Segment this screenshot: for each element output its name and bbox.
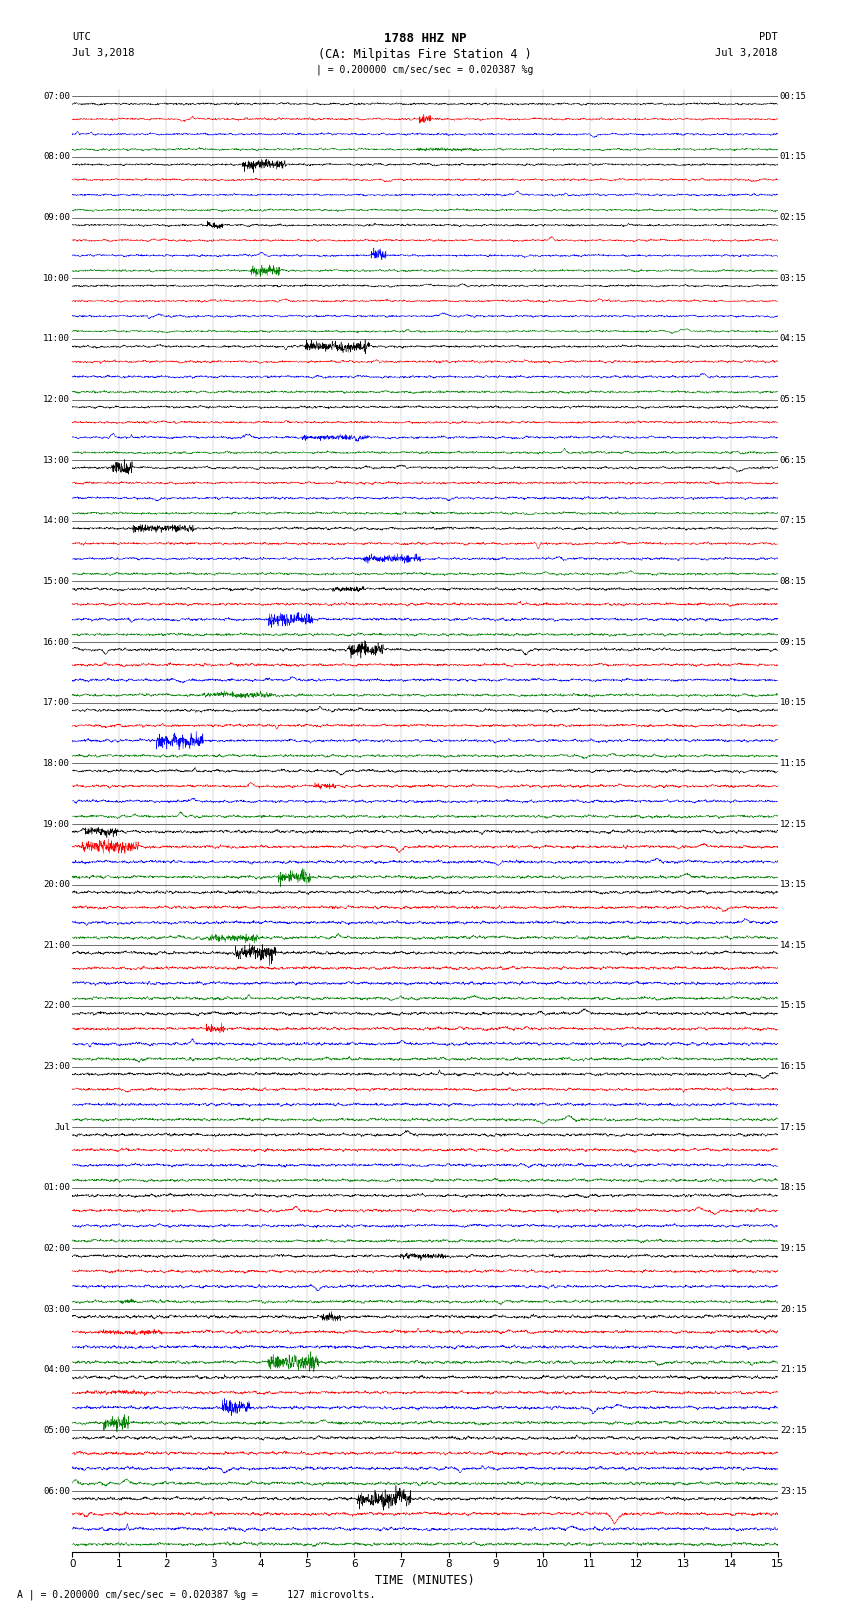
Text: 11:00: 11:00 [43, 334, 71, 344]
X-axis label: TIME (MINUTES): TIME (MINUTES) [375, 1574, 475, 1587]
Text: 03:00: 03:00 [43, 1305, 71, 1313]
Text: 20:00: 20:00 [43, 881, 71, 889]
Text: A | = 0.200000 cm/sec/sec = 0.020387 %g =     127 microvolts.: A | = 0.200000 cm/sec/sec = 0.020387 %g … [17, 1589, 376, 1600]
Text: 16:00: 16:00 [43, 637, 71, 647]
Text: 21:00: 21:00 [43, 940, 71, 950]
Text: 23:15: 23:15 [779, 1487, 807, 1495]
Text: Jul 3,2018: Jul 3,2018 [72, 48, 135, 58]
Text: 23:00: 23:00 [43, 1061, 71, 1071]
Text: 17:00: 17:00 [43, 698, 71, 706]
Text: 07:00: 07:00 [43, 92, 71, 100]
Text: 06:15: 06:15 [779, 455, 807, 465]
Text: UTC: UTC [72, 32, 91, 42]
Text: 08:00: 08:00 [43, 153, 71, 161]
Text: 19:15: 19:15 [779, 1244, 807, 1253]
Text: 19:00: 19:00 [43, 819, 71, 829]
Text: 22:00: 22:00 [43, 1002, 71, 1010]
Text: 10:00: 10:00 [43, 274, 71, 282]
Text: PDT: PDT [759, 32, 778, 42]
Text: 15:00: 15:00 [43, 577, 71, 586]
Text: 01:15: 01:15 [779, 153, 807, 161]
Text: 08:15: 08:15 [779, 577, 807, 586]
Text: 00:15: 00:15 [779, 92, 807, 100]
Text: 04:00: 04:00 [43, 1365, 71, 1374]
Text: Jul: Jul [54, 1123, 71, 1132]
Text: | = 0.200000 cm/sec/sec = 0.020387 %g: | = 0.200000 cm/sec/sec = 0.020387 %g [316, 65, 534, 76]
Text: 1788 HHZ NP: 1788 HHZ NP [383, 32, 467, 45]
Text: 22:15: 22:15 [779, 1426, 807, 1436]
Text: 09:00: 09:00 [43, 213, 71, 223]
Text: 13:15: 13:15 [779, 881, 807, 889]
Text: 14:15: 14:15 [779, 940, 807, 950]
Text: 01:00: 01:00 [43, 1184, 71, 1192]
Text: 06:00: 06:00 [43, 1487, 71, 1495]
Text: 05:15: 05:15 [779, 395, 807, 403]
Text: 05:00: 05:00 [43, 1426, 71, 1436]
Text: 02:15: 02:15 [779, 213, 807, 223]
Text: 16:15: 16:15 [779, 1061, 807, 1071]
Text: 13:00: 13:00 [43, 455, 71, 465]
Text: 07:15: 07:15 [779, 516, 807, 526]
Text: (CA: Milpitas Fire Station 4 ): (CA: Milpitas Fire Station 4 ) [318, 48, 532, 61]
Text: 17:15: 17:15 [779, 1123, 807, 1132]
Text: 12:00: 12:00 [43, 395, 71, 403]
Text: 04:15: 04:15 [779, 334, 807, 344]
Text: 18:00: 18:00 [43, 758, 71, 768]
Text: 09:15: 09:15 [779, 637, 807, 647]
Text: 20:15: 20:15 [779, 1305, 807, 1313]
Text: 18:15: 18:15 [779, 1184, 807, 1192]
Text: 10:15: 10:15 [779, 698, 807, 706]
Text: 11:15: 11:15 [779, 758, 807, 768]
Text: 02:00: 02:00 [43, 1244, 71, 1253]
Text: 15:15: 15:15 [779, 1002, 807, 1010]
Text: 03:15: 03:15 [779, 274, 807, 282]
Text: 12:15: 12:15 [779, 819, 807, 829]
Text: Jul 3,2018: Jul 3,2018 [715, 48, 778, 58]
Text: 14:00: 14:00 [43, 516, 71, 526]
Text: 21:15: 21:15 [779, 1365, 807, 1374]
